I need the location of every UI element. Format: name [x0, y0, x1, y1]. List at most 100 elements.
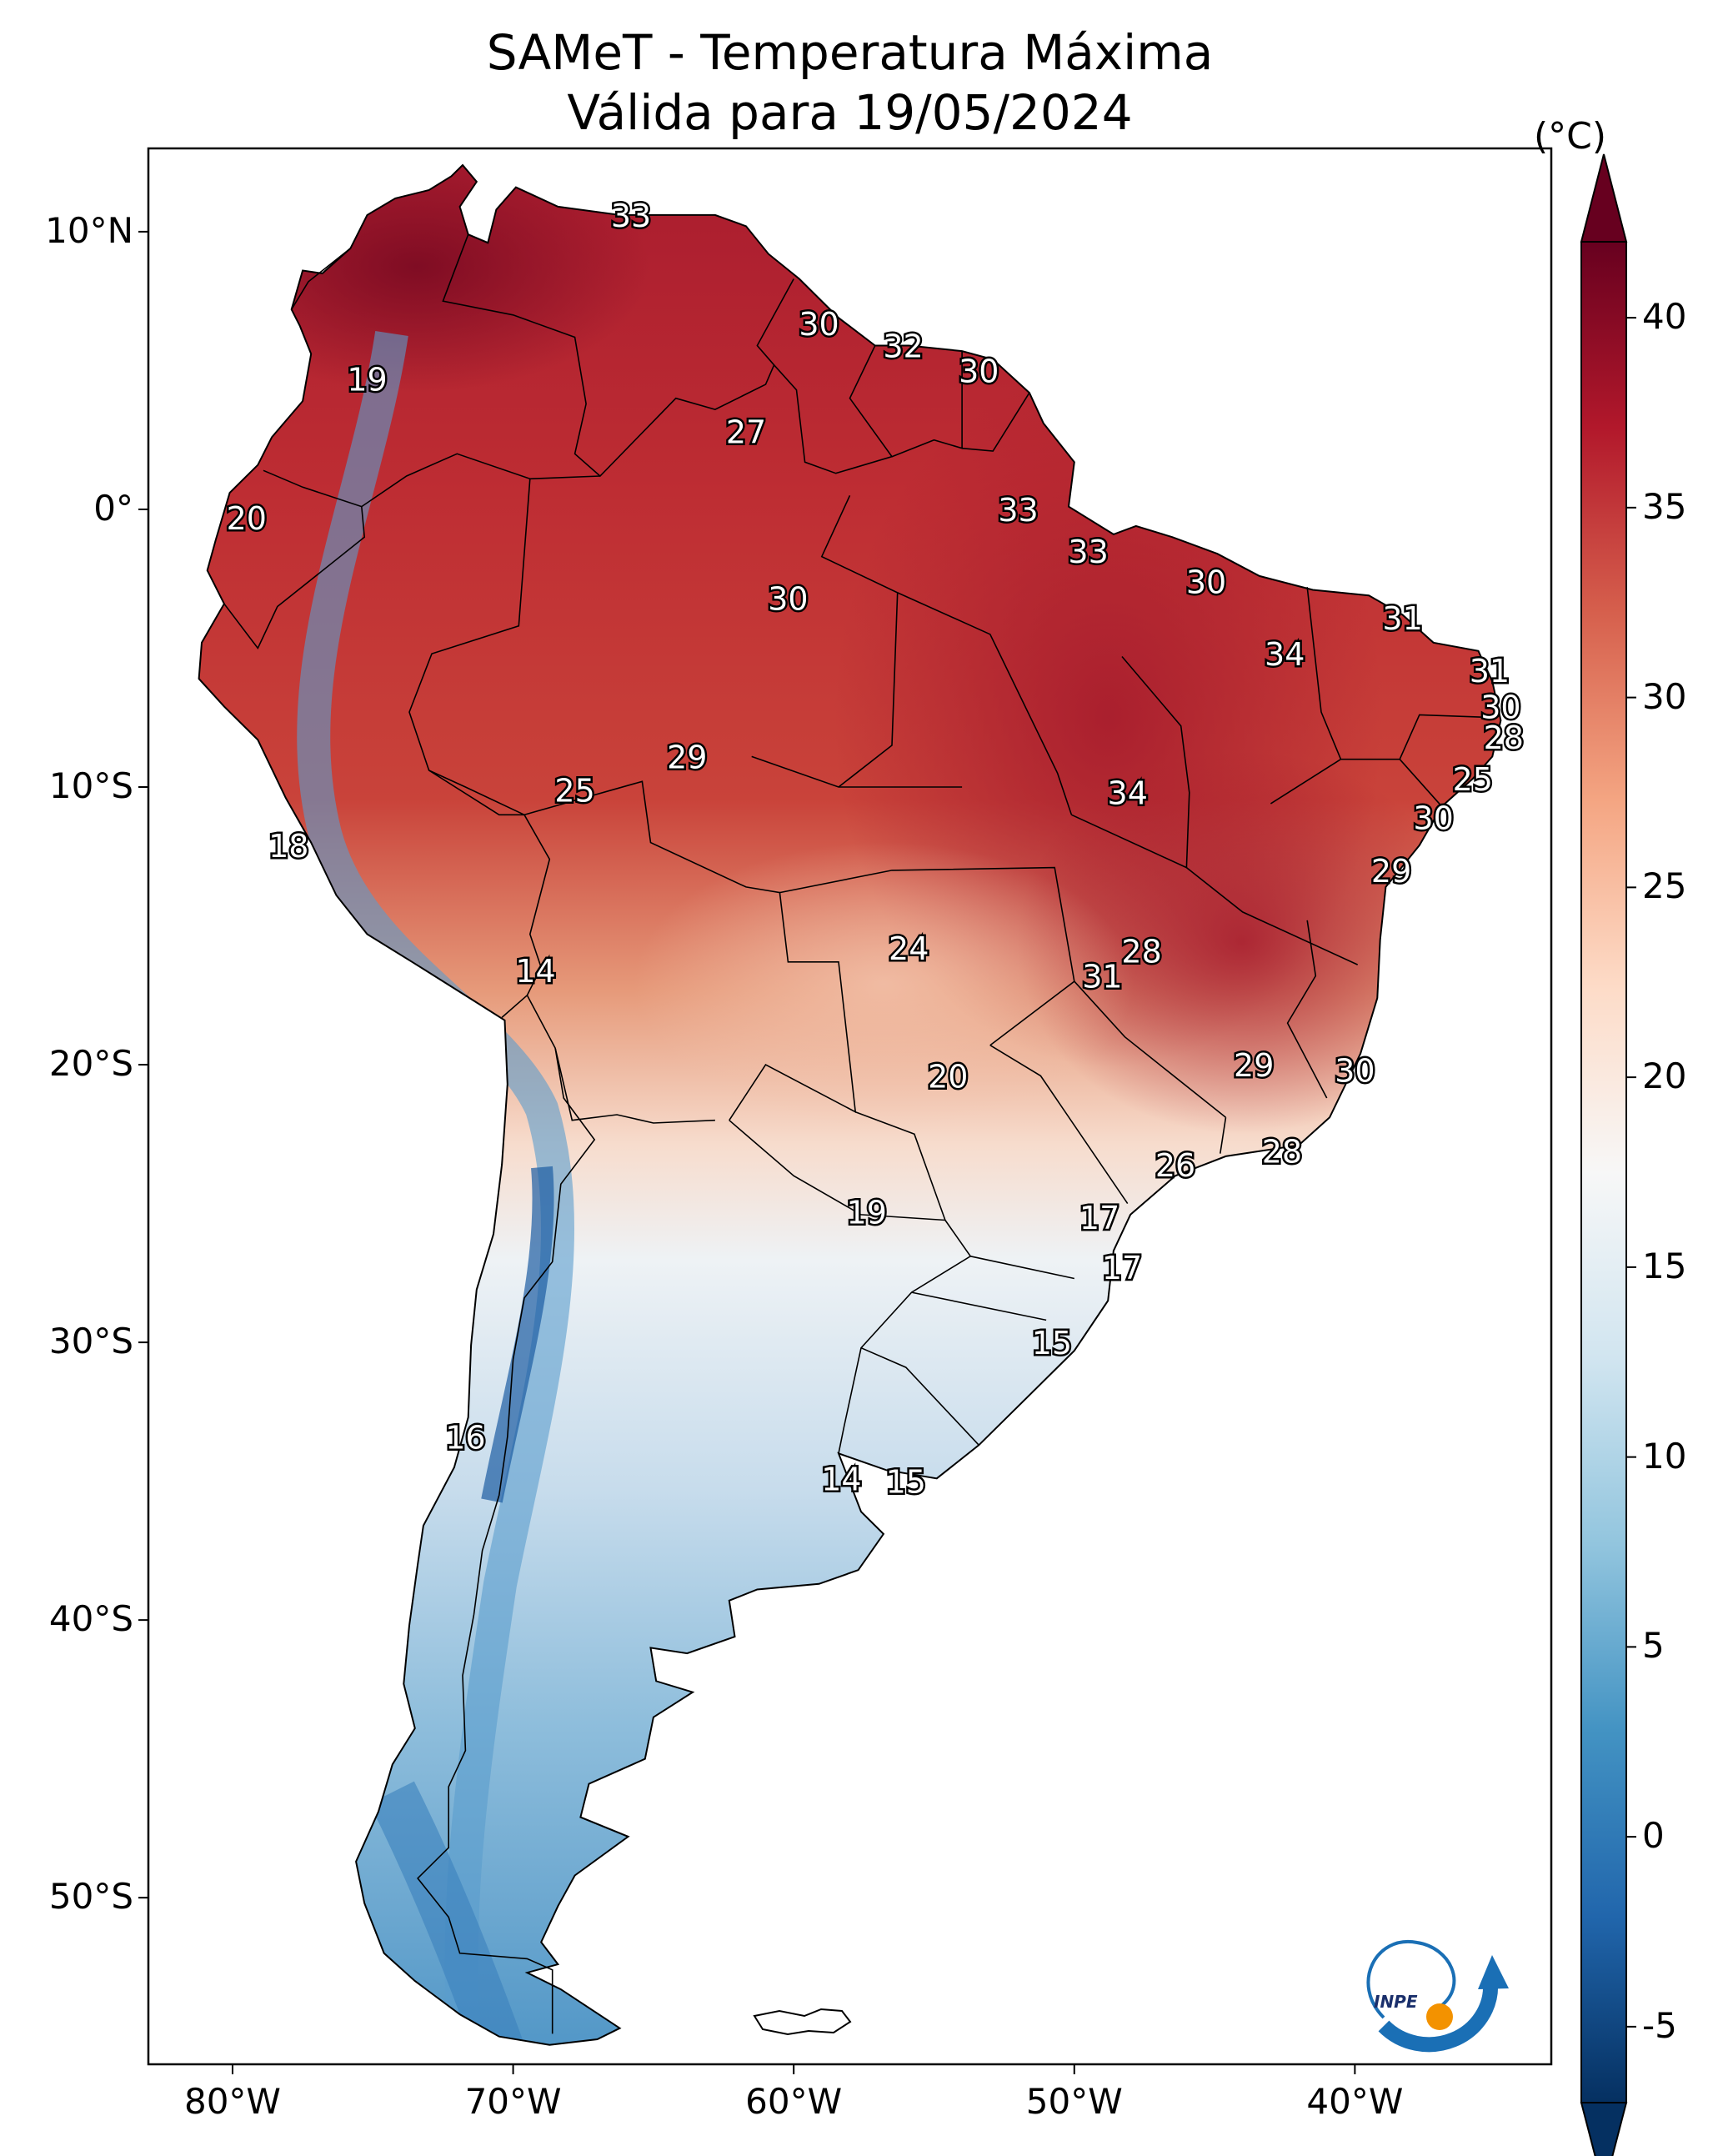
border-line [1220, 1117, 1227, 1154]
temperature-label: 34 [1108, 775, 1148, 812]
temperature-label: 30 [1480, 689, 1520, 725]
border-line [417, 1047, 596, 2034]
border-line [854, 1111, 946, 1221]
temperature-label: 20 [928, 1058, 968, 1095]
border-line [774, 345, 894, 474]
temperature-label: 31 [1082, 959, 1122, 995]
colorbar-tick-label: 20 [1642, 1055, 1687, 1097]
colorbar-tick-label: 0 [1642, 1815, 1665, 1857]
falkland-islands [753, 2008, 852, 2036]
temperature-label: 29 [1371, 853, 1411, 890]
logo-text: INPE [1374, 1992, 1418, 2012]
colorbar-body [1580, 241, 1627, 2103]
map-ticks [138, 230, 1356, 2074]
logo-arc-icon [1378, 1982, 1499, 2053]
map-title: SAMeT - Temperatura Máxima [486, 24, 1214, 81]
colorbar-tick-label: 5 [1642, 1625, 1665, 1667]
lon-tick-label: 60°W [745, 2081, 843, 2122]
border-line [989, 1045, 1129, 1205]
coastline [198, 163, 1502, 2046]
colorbar-tick-label: 35 [1642, 485, 1687, 527]
border-line [1270, 587, 1342, 805]
border-line [1399, 759, 1443, 807]
lat-tick-label: 30°S [48, 1321, 133, 1362]
border-line [408, 475, 600, 1019]
colorbar-unit: (°C) [1534, 115, 1607, 158]
lon-tick-label: 50°W [1025, 2081, 1123, 2122]
temperature-label: 34 [1265, 636, 1305, 673]
lon-tick-label: 80°W [183, 2081, 281, 2122]
temperature-label: 24 [889, 930, 929, 967]
logo-arrow-icon [1478, 1955, 1509, 1989]
border-line [1185, 866, 1359, 965]
lat-tick-label: 20°S [48, 1043, 133, 1085]
temperature-label: 30 [768, 581, 808, 618]
border-line [897, 592, 1073, 815]
temperature-label: 28 [1484, 720, 1524, 756]
temperature-label: 32 [883, 328, 923, 365]
colorbar-tick-label: 25 [1642, 865, 1687, 907]
logo-sun-icon [1426, 2003, 1453, 2030]
border-line [779, 866, 1075, 1046]
border-line [911, 1291, 1047, 1321]
colorbar-bottom-triangle [1580, 2102, 1628, 2156]
border-line [860, 1346, 979, 1446]
border-line [729, 1120, 945, 1221]
lat-tick-label: 0° [93, 487, 133, 529]
temperature-label: 27 [726, 414, 766, 451]
lon-tick-label: 40°W [1306, 2081, 1404, 2122]
temperature-label: 29 [1234, 1047, 1274, 1084]
temperature-label: 33 [998, 492, 1038, 529]
temperature-label: 16 [445, 1419, 485, 1456]
border-line [263, 453, 531, 508]
border-line [1286, 920, 1328, 1099]
country-borders [223, 233, 1495, 2034]
temperature-label: 33 [1068, 534, 1108, 570]
temperature-label: 28 [1262, 1133, 1302, 1170]
temperature-label: 30 [1335, 1053, 1375, 1090]
colorbar-tick-label: -5 [1642, 2004, 1677, 2046]
border-line [891, 351, 963, 458]
temperature-label: 30 [1413, 800, 1453, 837]
temperature-label: 15 [886, 1464, 926, 1501]
lat-tick-label: 50°S [48, 1876, 133, 1918]
lat-tick-label: 10°S [48, 765, 133, 806]
temperature-label: 30 [959, 353, 999, 389]
temperature-label: 26 [1155, 1147, 1195, 1184]
temperature-label: 19 [347, 361, 387, 398]
temperature-label: 19 [847, 1195, 887, 1231]
temperature-label: 15 [1032, 1325, 1072, 1361]
temperature-label: 33 [611, 198, 651, 234]
temperature-label: 29 [667, 739, 707, 775]
border-line [1340, 714, 1495, 760]
border-line [962, 392, 1030, 452]
inpe-logo: INPE [1366, 1939, 1509, 2053]
temperature-label: 30 [799, 306, 839, 343]
temperature-label: 28 [1121, 934, 1161, 970]
temperature-label: 14 [515, 953, 555, 990]
border-line [838, 1220, 972, 1454]
colorbar-tick-label: 30 [1642, 675, 1687, 717]
border-line [526, 995, 715, 1124]
colorbar [1580, 153, 1636, 2156]
temperature-label: 31 [1470, 653, 1510, 689]
border-line [1074, 980, 1226, 1118]
colorbar-tick-label: 40 [1642, 296, 1687, 338]
temperature-label: 20 [227, 500, 267, 537]
colorbar-tick-label: 10 [1642, 1435, 1687, 1477]
border-line [970, 1256, 1074, 1280]
lat-tick-label: 10°N [45, 209, 133, 251]
border-line [291, 248, 351, 310]
lat-tick-label: 40°S [48, 1598, 133, 1640]
temperature-label: 25 [1453, 761, 1493, 798]
temperature-label: 30 [1186, 564, 1226, 601]
colorbar-tick-label: 15 [1642, 1245, 1687, 1286]
temperature-label: 17 [1102, 1250, 1142, 1286]
lon-tick-label: 70°W [464, 2081, 562, 2122]
temperature-label: 18 [268, 828, 308, 865]
border-line [223, 506, 366, 650]
colorbar-top-triangle [1580, 153, 1628, 243]
